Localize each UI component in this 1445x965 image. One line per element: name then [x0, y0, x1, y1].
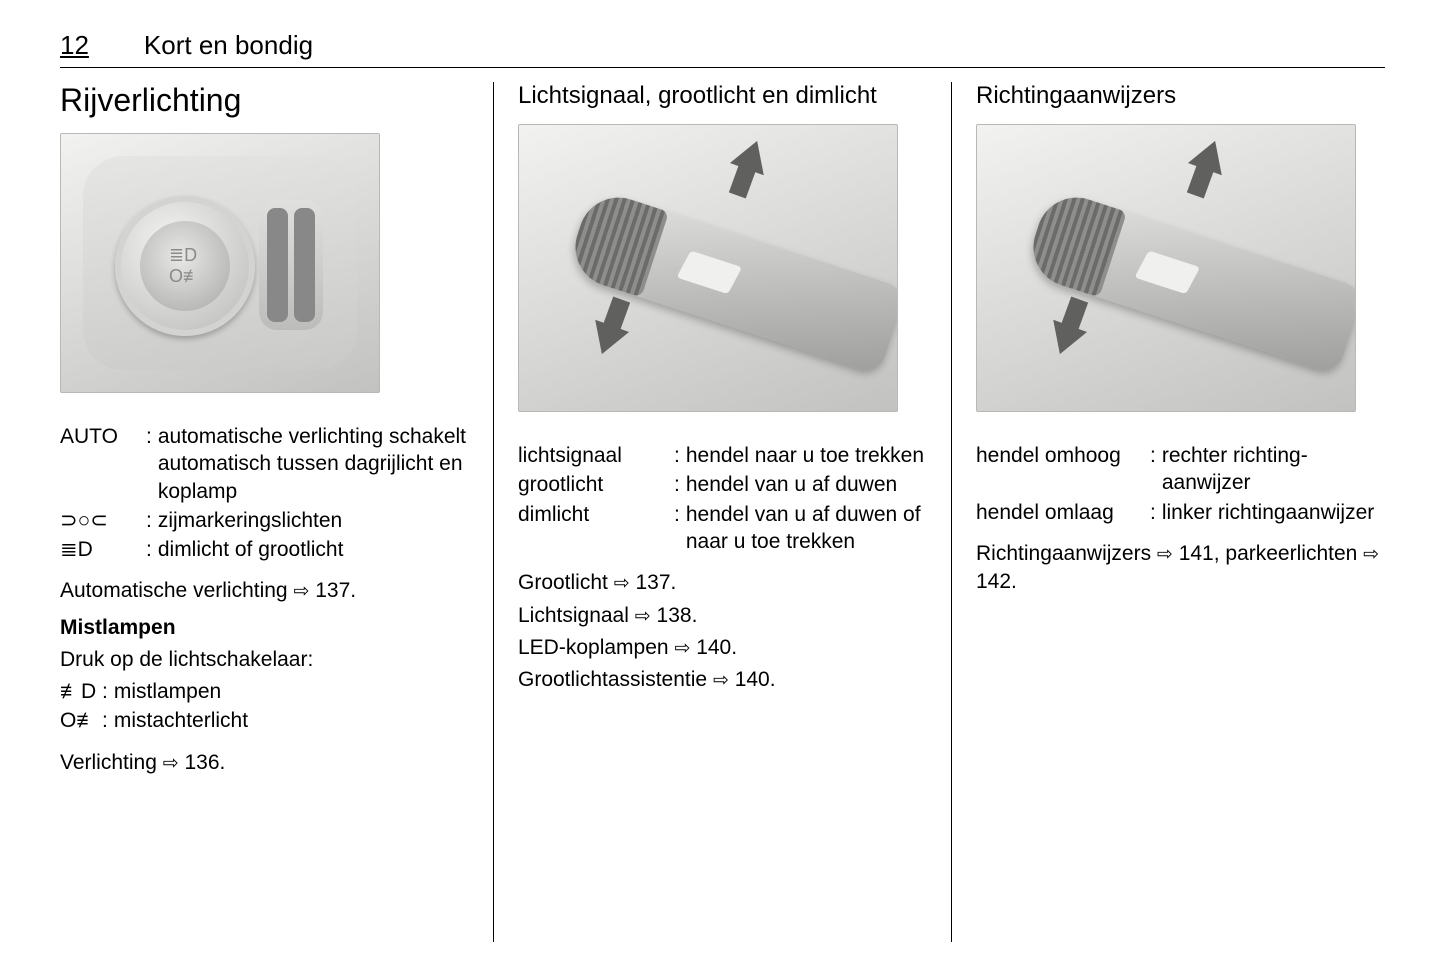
definition-desc: hendel van u af duwen of naar u toe trek… — [686, 501, 927, 556]
section-title-rijverlichting: Rijverlichting — [60, 82, 469, 119]
content-columns: Rijverlichting ≣DO≢ AUTO:automatische ve… — [60, 82, 1385, 942]
definition-term: ⊃○⊂ — [60, 507, 140, 534]
definition-term: grootlicht — [518, 471, 668, 498]
definition-row: hendel omhoog:rechter richting­aanwijzer — [976, 442, 1385, 497]
definition-desc: mistachterlicht — [114, 707, 469, 734]
ref-page: 140 — [735, 668, 770, 691]
ref-icon: ⇨ — [293, 579, 309, 605]
ref-text: LED-koplampen — [518, 636, 669, 659]
definition-desc: automatische verlichting schakelt automa… — [158, 423, 469, 505]
definition-desc: dimlicht of grootlicht — [158, 536, 469, 563]
definition-row: lichtsignaal:hendel naar u toe trekken — [518, 442, 927, 469]
definition-colon: : — [1144, 499, 1162, 526]
definition-term: ≣D — [60, 536, 140, 563]
definition-desc: linker richtingaan­wijzer — [1162, 499, 1385, 526]
column-1: Rijverlichting ≣DO≢ AUTO:automatische ve… — [60, 82, 493, 942]
illustration-stalk-headlight — [518, 124, 898, 412]
definition-colon: : — [1144, 442, 1162, 469]
definition-colon: : — [96, 707, 114, 734]
column-3: Richtingaanwijzers hendel omhoog:rechter… — [951, 82, 1385, 942]
ref-icon: ⇨ — [163, 751, 179, 777]
definition-desc: rechter richting­aanwijzer — [1162, 442, 1385, 497]
section-title-lichtsignaal: Lichtsignaal, grootlicht en dimlicht — [518, 82, 927, 110]
ref-icon: ⇨ — [674, 636, 690, 662]
fog-lamps-definitions: ≢D:mistlampenO≢:mistachterlicht — [60, 678, 469, 737]
ref-icon: ⇨ — [1363, 542, 1379, 568]
ref-icon: ⇨ — [635, 604, 651, 630]
ref-page: 138 — [657, 604, 692, 627]
definition-term: O≢ — [60, 707, 96, 734]
page-header: 12 Kort en bondig — [60, 30, 1385, 68]
definition-term: hendel omlaag — [976, 499, 1144, 526]
ref-page: 136 — [185, 751, 220, 774]
definition-colon: : — [96, 678, 114, 705]
column-2: Lichtsignaal, grootlicht en dimlicht lic… — [493, 82, 951, 942]
definition-desc: zijmarkeringslichten — [158, 507, 469, 534]
stalk-definitions: lichtsignaal:hendel naar u toe trekkengr… — [518, 442, 927, 557]
fog-lamps-intro: Druk op de lichtschakelaar: — [60, 646, 469, 674]
reference-line: Lichtsignaal ⇨ 138. — [518, 602, 927, 630]
reference-line: Grootlichtassistentie ⇨ 140. — [518, 666, 927, 694]
light-switch-definitions: AUTO:automatische verlichting schakelt a… — [60, 423, 469, 565]
illustration-light-switch: ≣DO≢ — [60, 133, 380, 393]
definition-term: hendel omhoog — [976, 442, 1144, 469]
definition-colon: : — [668, 471, 686, 498]
chapter-title: Kort en bondig — [144, 30, 313, 61]
ref-icon: ⇨ — [713, 668, 729, 694]
section-title-richtingaanwijzers: Richtingaanwijzers — [976, 82, 1385, 110]
lighting-ref: Verlichting ⇨ 136. — [60, 749, 469, 777]
definition-row: O≢:mistachterlicht — [60, 707, 469, 734]
definition-row: ≢D:mistlampen — [60, 678, 469, 705]
fog-lamps-heading: Mistlampen — [60, 616, 469, 640]
ref-page: 137 — [315, 579, 350, 602]
ref-text: Lichtsignaal — [518, 604, 629, 627]
reference-line: Grootlicht ⇨ 137. — [518, 569, 927, 597]
ref-page: 137 — [635, 571, 670, 594]
reference-line: LED-koplampen ⇨ 140. — [518, 634, 927, 662]
ref-text: Verlichting — [60, 751, 157, 774]
ref-page: 141 — [1179, 542, 1214, 565]
illustration-stalk-turnsignal — [976, 124, 1356, 412]
definition-term: dimlicht — [518, 501, 668, 528]
definition-row: ≣D:dimlicht of grootlicht — [60, 536, 469, 563]
ref-text: Richtingaanwijzers — [976, 542, 1151, 565]
auto-lighting-ref: Automatische verlichting ⇨ 137. — [60, 577, 469, 605]
ref-text: Grootlichtassistentie — [518, 668, 707, 691]
definition-colon: : — [140, 507, 158, 534]
definition-row: ⊃○⊂:zijmarkeringslichten — [60, 507, 469, 534]
definition-term: AUTO — [60, 423, 140, 450]
ref-text: parkeer­lichten — [1225, 542, 1357, 565]
ref-page: 140 — [696, 636, 731, 659]
definition-desc: hendel naar u toe trekken — [686, 442, 927, 469]
definition-colon: : — [140, 423, 158, 450]
definition-row: hendel omlaag:linker richtingaan­wijzer — [976, 499, 1385, 526]
ref-icon: ⇨ — [614, 571, 630, 597]
definition-colon: : — [140, 536, 158, 563]
turnsignal-refs: Richtingaanwijzers ⇨ 141, parkeer­lichte… — [976, 540, 1385, 597]
definition-colon: : — [668, 442, 686, 469]
definition-desc: hendel van u af duwen — [686, 471, 927, 498]
page-number: 12 — [60, 30, 89, 61]
definition-row: dimlicht:hendel van u af duwen of naar u… — [518, 501, 927, 556]
ref-text: Automatische verlichting — [60, 579, 288, 602]
definition-desc: mistlampen — [114, 678, 469, 705]
ref-text: Grootlicht — [518, 571, 608, 594]
definition-row: grootlicht:hendel van u af duwen — [518, 471, 927, 498]
reference-list: Grootlicht ⇨ 137. Lichtsignaal ⇨ 138. LED-… — [518, 565, 927, 698]
turnsignal-definitions: hendel omhoog:rechter richting­aanwijzer… — [976, 442, 1385, 528]
ref-icon: ⇨ — [1157, 542, 1173, 568]
definition-colon: : — [668, 501, 686, 528]
definition-term: lichtsignaal — [518, 442, 668, 469]
ref-page: 142 — [976, 570, 1011, 593]
definition-term: ≢D — [60, 678, 96, 705]
definition-row: AUTO:automatische verlichting schakelt a… — [60, 423, 469, 505]
